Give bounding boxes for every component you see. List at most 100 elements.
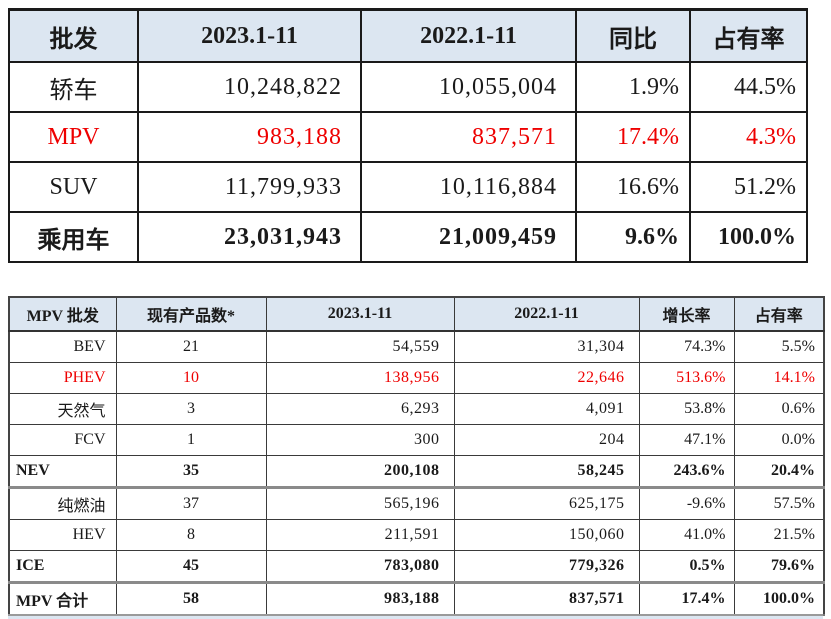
table2-header-2023: 2023.1-11 (265, 296, 455, 332)
growth-value: 53.8% (638, 393, 735, 425)
share-value: 44.5% (689, 61, 808, 113)
share-value: 21.5% (733, 519, 825, 551)
mpv-detail-table: MPV 批发 现有产品数* 2023.1-11 2022.1-11 增长率 占有… (8, 296, 825, 616)
wholesale-summary-table: 批发 2023.1-11 2022.1-11 同比 占有率 轿车 10,248,… (8, 8, 808, 263)
product-count: 1 (115, 424, 267, 456)
value-2022: 150,060 (453, 519, 640, 551)
row-label: 乘用车 (8, 211, 139, 263)
table2-row-phev: PHEV 10 138,956 22,646 513.6% 14.1% (8, 362, 825, 394)
yoy-value: 9.6% (575, 211, 691, 263)
share-value: 4.3% (689, 111, 808, 163)
value-2022: 10,055,004 (360, 61, 577, 113)
table1-header-yoy: 同比 (575, 8, 691, 63)
table2-row-ice-subtotal: ICE 45 783,080 779,326 0.5% 79.6% (8, 550, 825, 584)
row-label: SUV (8, 161, 139, 213)
table2-header-2022: 2022.1-11 (453, 296, 640, 332)
row-label: BEV (8, 330, 117, 363)
table2-row-bev: BEV 21 54,559 31,304 74.3% 5.5% (8, 330, 825, 363)
yoy-value: 17.4% (575, 111, 691, 163)
row-label: FCV (8, 424, 117, 456)
value-2023: 983,188 (265, 582, 455, 616)
value-2023: 783,080 (265, 550, 455, 584)
product-count: 35 (115, 455, 267, 489)
share-value: 100.0% (689, 211, 808, 263)
row-label: MPV 合计 (8, 582, 117, 616)
table1-header-wholesale: 批发 (8, 8, 139, 63)
table2-row-pure-fuel: 纯燃油 37 565,196 625,175 -9.6% 57.5% (8, 487, 825, 520)
row-label: NEV (8, 455, 117, 489)
table2-row-nev-subtotal: NEV 35 200,108 58,245 243.6% 20.4% (8, 455, 825, 489)
table2-row-hev: HEV 8 211,591 150,060 41.0% 21.5% (8, 519, 825, 551)
share-value: 79.6% (733, 550, 825, 584)
table2-row-fcv: FCV 1 300 204 47.1% 0.0% (8, 424, 825, 456)
value-2022: 58,245 (453, 455, 640, 489)
yoy-value: 1.9% (575, 61, 691, 113)
share-value: 100.0% (733, 582, 825, 616)
value-2022: 10,116,884 (360, 161, 577, 213)
row-label: MPV (8, 111, 139, 163)
value-2022: 22,646 (453, 362, 640, 394)
value-2022: 625,175 (453, 487, 640, 520)
value-2023: 300 (265, 424, 455, 456)
growth-value: -9.6% (638, 487, 735, 520)
table1-header-2022: 2022.1-11 (360, 8, 577, 63)
product-count: 21 (115, 330, 267, 363)
table1-header-row: 批发 2023.1-11 2022.1-11 同比 占有率 (8, 8, 808, 63)
row-label: 轿车 (8, 61, 139, 113)
row-label: 天然气 (8, 393, 117, 425)
row-label: ICE (8, 550, 117, 584)
table2-header-row: MPV 批发 现有产品数* 2023.1-11 2022.1-11 增长率 占有… (8, 296, 825, 332)
growth-value: 74.3% (638, 330, 735, 363)
value-2022: 779,326 (453, 550, 640, 584)
share-value: 20.4% (733, 455, 825, 489)
table1-row-mpv: MPV 983,188 837,571 17.4% 4.3% (8, 111, 808, 163)
value-2023: 11,799,933 (137, 161, 362, 213)
value-2023: 23,031,943 (137, 211, 362, 263)
share-value: 14.1% (733, 362, 825, 394)
yoy-value: 16.6% (575, 161, 691, 213)
growth-value: 243.6% (638, 455, 735, 489)
table1-header-share: 占有率 (689, 8, 808, 63)
growth-value: 0.5% (638, 550, 735, 584)
row-label: PHEV (8, 362, 117, 394)
value-2022: 4,091 (453, 393, 640, 425)
table2-row-mpv-total: MPV 合计 58 983,188 837,571 17.4% 100.0% (8, 582, 825, 616)
share-value: 5.5% (733, 330, 825, 363)
value-2022: 204 (453, 424, 640, 456)
value-2023: 983,188 (137, 111, 362, 163)
table1-row-sedan: 轿车 10,248,822 10,055,004 1.9% 44.5% (8, 61, 808, 113)
growth-value: 47.1% (638, 424, 735, 456)
value-2023: 200,108 (265, 455, 455, 489)
row-label: 纯燃油 (8, 487, 117, 520)
product-count: 3 (115, 393, 267, 425)
value-2023: 565,196 (265, 487, 455, 520)
table2-row-natural-gas: 天然气 3 6,293 4,091 53.8% 0.6% (8, 393, 825, 425)
value-2023: 211,591 (265, 519, 455, 551)
table2-header-share: 占有率 (733, 296, 825, 332)
product-count: 8 (115, 519, 267, 551)
table2-header-growth: 增长率 (638, 296, 735, 332)
value-2022: 21,009,459 (360, 211, 577, 263)
row-label: HEV (8, 519, 117, 551)
product-count: 45 (115, 550, 267, 584)
value-2023: 10,248,822 (137, 61, 362, 113)
growth-value: 17.4% (638, 582, 735, 616)
table1-header-2023: 2023.1-11 (137, 8, 362, 63)
value-2023: 6,293 (265, 393, 455, 425)
share-value: 57.5% (733, 487, 825, 520)
growth-value: 41.0% (638, 519, 735, 551)
share-value: 51.2% (689, 161, 808, 213)
value-2022: 837,571 (360, 111, 577, 163)
table2-header-mpv-wholesale: MPV 批发 (8, 296, 117, 332)
share-value: 0.6% (733, 393, 825, 425)
value-2023: 138,956 (265, 362, 455, 394)
value-2023: 54,559 (265, 330, 455, 363)
product-count: 58 (115, 582, 267, 616)
table1-row-suv: SUV 11,799,933 10,116,884 16.6% 51.2% (8, 161, 808, 213)
table2-header-product-count: 现有产品数* (115, 296, 267, 332)
product-count: 37 (115, 487, 267, 520)
next-table-top-edge (8, 614, 823, 619)
growth-value: 513.6% (638, 362, 735, 394)
share-value: 0.0% (733, 424, 825, 456)
